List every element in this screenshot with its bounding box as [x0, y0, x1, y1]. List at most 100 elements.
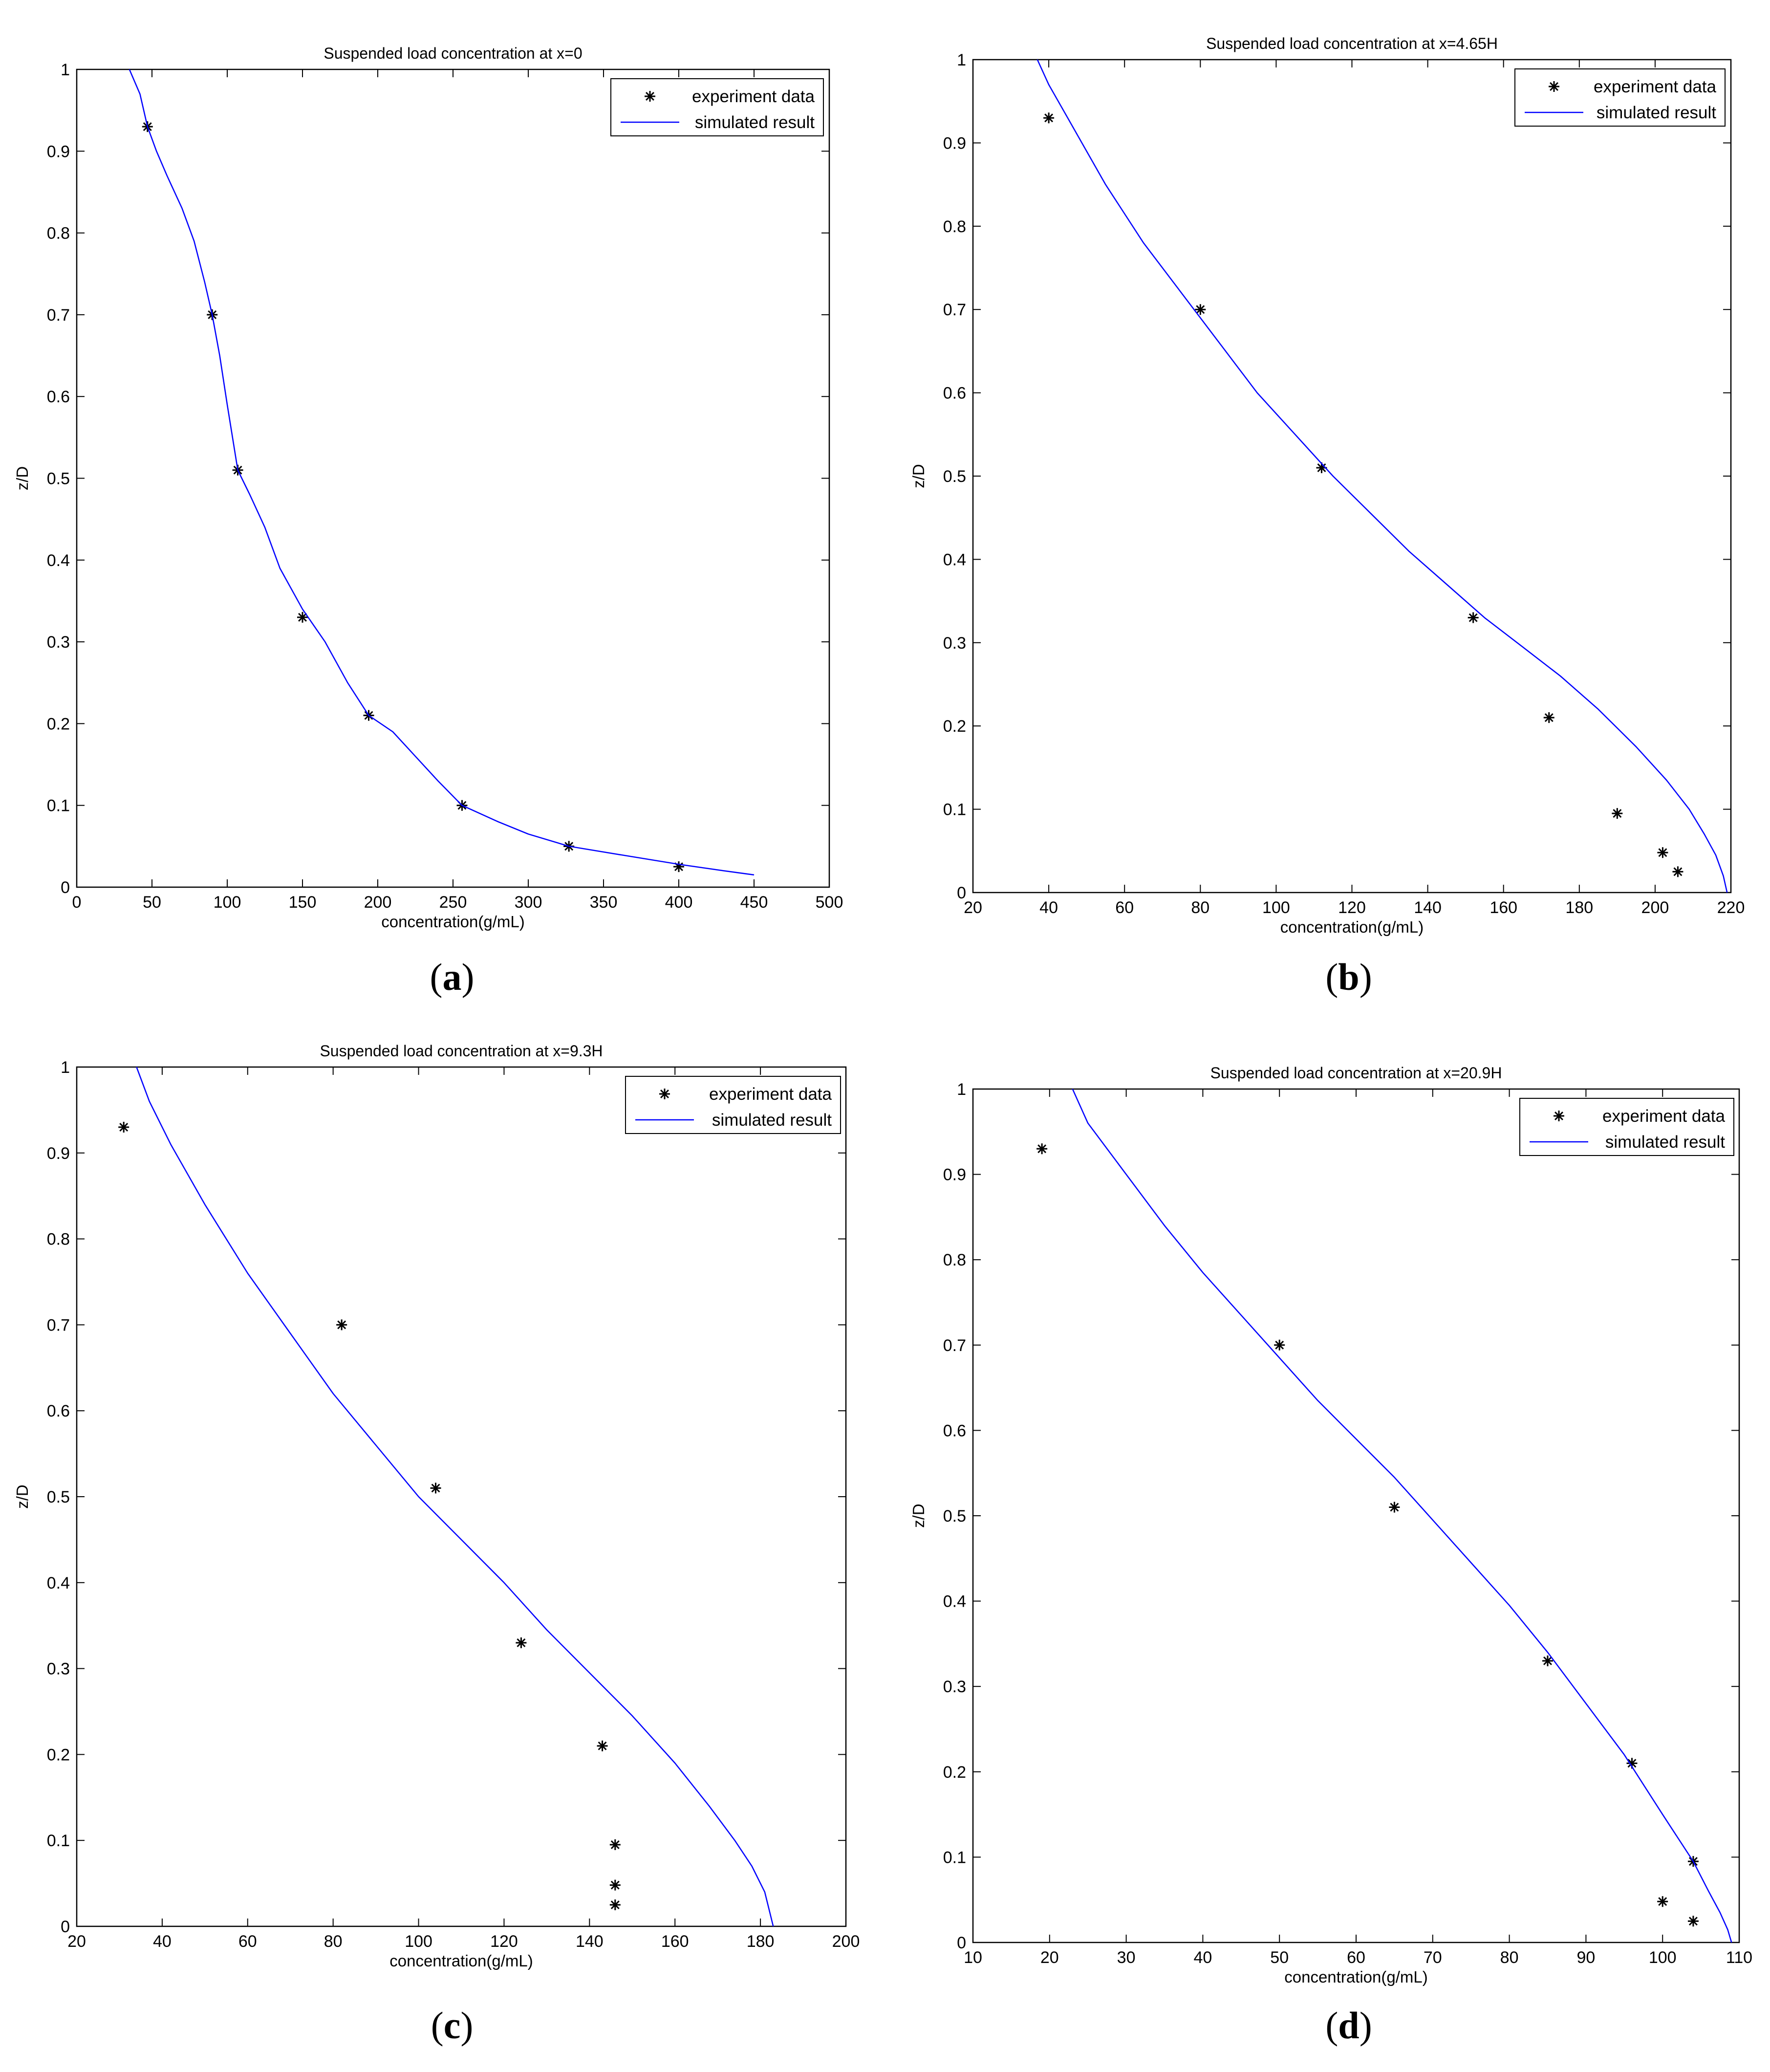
y-tick-label: 0.6 — [47, 1402, 70, 1420]
experiment-data-point — [430, 1483, 441, 1494]
x-tick-label: 20 — [1040, 1948, 1059, 1967]
x-tick-label: 120 — [1338, 898, 1366, 917]
y-tick-label: 0.3 — [47, 1660, 70, 1679]
y-tick-label: 1 — [61, 61, 70, 79]
legend-label: experiment data — [709, 1085, 832, 1104]
experiment-data-point — [609, 1879, 621, 1891]
x-tick-label: 120 — [490, 1932, 518, 1951]
x-axis-label: concentration(g/mL) — [381, 913, 524, 931]
legend-label: simulated result — [1597, 103, 1716, 122]
y-axis-label: z/D — [909, 464, 928, 488]
x-tick-label: 50 — [143, 893, 161, 912]
experiment-data-point — [597, 1740, 608, 1751]
x-tick-label: 180 — [1565, 898, 1593, 917]
legend-label: experiment data — [1594, 77, 1717, 96]
y-tick-label: 0.2 — [47, 1745, 70, 1764]
y-tick-label: 0.9 — [943, 134, 966, 153]
x-tick-label: 110 — [1726, 1948, 1752, 1967]
x-tick-label: 90 — [1576, 1948, 1595, 1967]
y-tick-label: 0 — [957, 884, 966, 902]
y-tick-label: 0.8 — [943, 218, 966, 236]
experiment-data-point — [1657, 1896, 1668, 1907]
x-tick-label: 70 — [1424, 1948, 1442, 1967]
panel-label: (b) — [1325, 956, 1372, 998]
x-axis-label: concentration(g/mL) — [1280, 918, 1424, 936]
y-tick-label: 0.8 — [943, 1251, 966, 1269]
x-axis-label: concentration(g/mL) — [1284, 1968, 1427, 1986]
x-tick-label: 200 — [364, 893, 392, 912]
panel-label: (d) — [1325, 2004, 1372, 2047]
legend-label: simulated result — [695, 113, 815, 132]
x-tick-label: 220 — [1717, 898, 1745, 917]
x-tick-label: 350 — [590, 893, 618, 912]
legend: experiment data simulated result — [1519, 1098, 1734, 1156]
y-tick-label: 0.8 — [47, 224, 70, 243]
chart-panel-b: Suspended load concentration at x=4.65H 2… — [909, 35, 1745, 998]
x-axis-label: concentration(g/mL) — [389, 1952, 533, 1970]
y-tick-label: 0 — [61, 1918, 70, 1936]
x-tick-label: 250 — [439, 893, 467, 912]
experiment-data-point — [609, 1839, 621, 1850]
x-tick-label: 500 — [816, 893, 843, 912]
x-tick-label: 50 — [1270, 1948, 1289, 1967]
panel-label: (c) — [431, 2004, 474, 2047]
x-tick-label: 100 — [1649, 1948, 1677, 1967]
experiment-data-point — [1274, 1339, 1285, 1351]
y-tick-label: 0.3 — [47, 633, 70, 652]
chart-title: Suspended load concentration at x=9.3H — [320, 1042, 603, 1060]
simulated-result-line — [1036, 59, 1728, 893]
x-tick-label: 200 — [832, 1932, 860, 1951]
y-tick-label: 0.6 — [943, 1421, 966, 1440]
x-tick-label: 60 — [1347, 1948, 1365, 1967]
y-tick-label: 0.2 — [943, 717, 966, 736]
simulated-result-line — [129, 69, 755, 876]
experiment-data-point — [118, 1122, 130, 1133]
simulated-result-line — [1072, 1089, 1732, 1943]
x-tick-label: 10 — [964, 1948, 982, 1967]
x-tick-label: 30 — [1117, 1948, 1136, 1967]
simulated-result-line — [136, 1067, 774, 1927]
chart-title: Suspended load concentration at x=0 — [324, 44, 582, 62]
experiment-data-point — [1389, 1502, 1400, 1513]
x-tick-label: 200 — [1641, 898, 1669, 917]
y-tick-label: 0.1 — [943, 801, 966, 819]
chart-panel-d: Suspended load concentration at x=20.9H 1… — [909, 1064, 1752, 2047]
y-tick-label: 0.7 — [47, 1316, 70, 1334]
x-tick-label: 60 — [238, 1932, 257, 1951]
x-tick-label: 40 — [153, 1932, 172, 1951]
x-tick-label: 140 — [1414, 898, 1442, 917]
experiment-data-point — [297, 611, 308, 623]
legend: experiment data simulated result — [625, 1076, 841, 1134]
experiment-data-point — [1626, 1758, 1638, 1769]
y-tick-label: 0.6 — [47, 388, 70, 406]
y-tick-label: 0.2 — [943, 1763, 966, 1782]
legend-label: experiment data — [692, 87, 815, 106]
y-tick-label: 0.9 — [943, 1166, 966, 1184]
legend-marker-swatch — [645, 91, 655, 102]
y-tick-label: 0.1 — [943, 1848, 966, 1867]
x-tick-label: 180 — [747, 1932, 775, 1951]
y-tick-label: 0.5 — [47, 1488, 70, 1506]
x-tick-label: 20 — [964, 898, 982, 917]
y-tick-label: 0.5 — [47, 470, 70, 488]
y-tick-label: 0.4 — [47, 1574, 70, 1592]
x-tick-label: 160 — [661, 1932, 689, 1951]
y-tick-label: 0.6 — [943, 384, 966, 403]
y-tick-label: 1 — [61, 1058, 70, 1077]
chart-panel-c: Suspended load concentration at x=9.3H 20… — [13, 1042, 860, 2047]
legend-label: experiment data — [1602, 1107, 1726, 1126]
y-tick-label: 0.5 — [943, 467, 966, 486]
legend-label: simulated result — [712, 1111, 832, 1130]
x-tick-label: 150 — [289, 893, 317, 912]
y-axis-label: z/D — [13, 466, 31, 491]
y-tick-label: 0 — [61, 878, 70, 897]
chart-panel-a: Suspended load concentration at x=0 0 50 1 0… — [13, 44, 843, 998]
experiment-data-point — [1687, 1916, 1699, 1927]
y-tick-label: 0.8 — [47, 1230, 70, 1249]
y-tick-label: 0.2 — [47, 715, 70, 733]
x-tick-label: 60 — [1115, 898, 1134, 917]
y-tick-label: 0.3 — [943, 1678, 966, 1696]
experiment-data-point — [1657, 847, 1668, 858]
legend-marker-swatch — [1549, 81, 1559, 92]
